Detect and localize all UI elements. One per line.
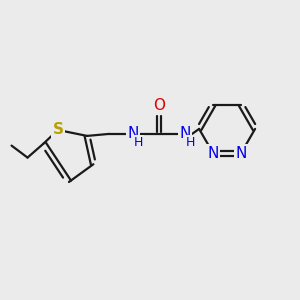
Text: N: N: [207, 146, 219, 161]
Text: O: O: [153, 98, 165, 113]
Text: H: H: [134, 136, 143, 149]
Text: N: N: [128, 126, 139, 141]
Text: N: N: [179, 126, 191, 141]
Text: H: H: [185, 136, 195, 149]
Text: S: S: [52, 122, 63, 137]
Text: N: N: [236, 146, 247, 161]
